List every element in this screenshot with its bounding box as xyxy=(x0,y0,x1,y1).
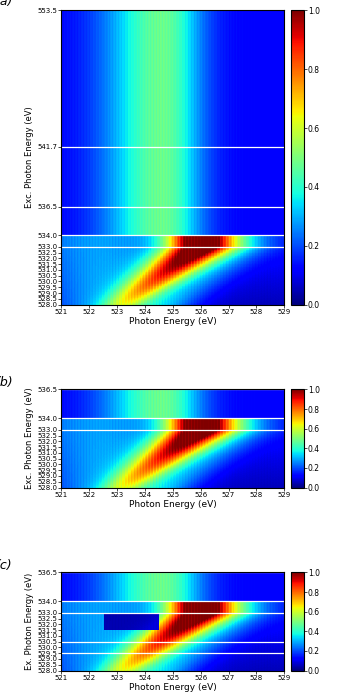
X-axis label: Photon Energy (eV): Photon Energy (eV) xyxy=(129,684,217,692)
X-axis label: Photon Energy (eV): Photon Energy (eV) xyxy=(129,500,217,510)
Text: (a): (a) xyxy=(0,0,12,8)
Text: (b): (b) xyxy=(0,376,12,388)
Y-axis label: Exc. Photon Energy (eV): Exc. Photon Energy (eV) xyxy=(25,107,34,208)
X-axis label: Photon Energy (eV): Photon Energy (eV) xyxy=(129,318,217,326)
Text: (c): (c) xyxy=(0,558,11,572)
Y-axis label: Ex. Photon Energy (eV): Ex. Photon Energy (eV) xyxy=(25,573,34,670)
Y-axis label: Exc. Photon Energy (eV): Exc. Photon Energy (eV) xyxy=(25,388,34,489)
